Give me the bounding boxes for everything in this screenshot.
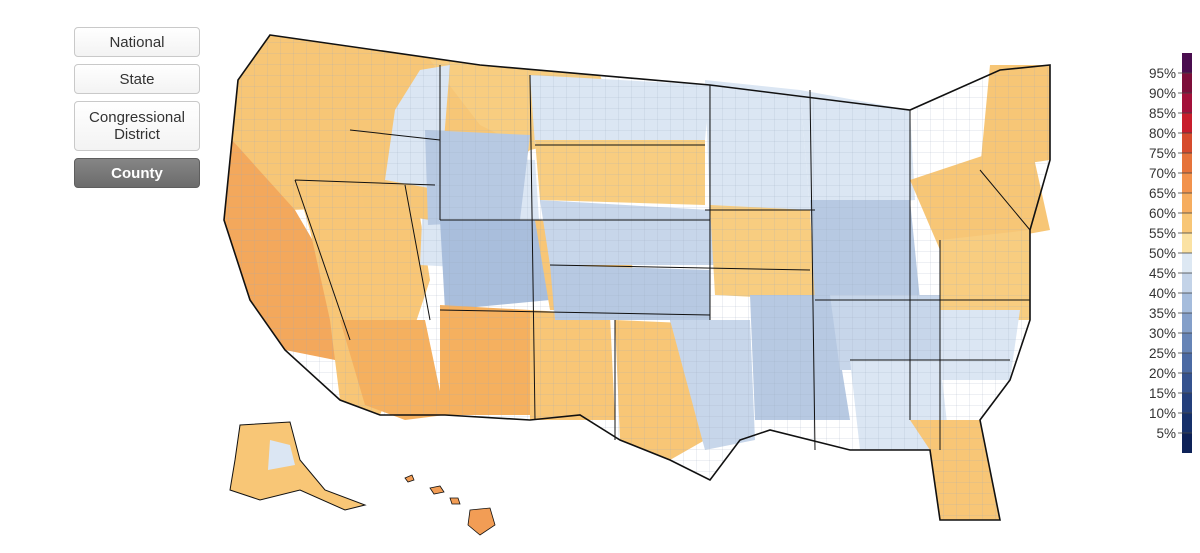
legend-label: 35% bbox=[1149, 306, 1176, 321]
congressional-district-button[interactable]: Congressional District bbox=[74, 101, 200, 151]
legend-label: 85% bbox=[1149, 106, 1176, 121]
legend-label: 90% bbox=[1149, 86, 1176, 101]
legend-label: 40% bbox=[1149, 286, 1176, 301]
legend-swatch bbox=[1182, 413, 1192, 433]
legend-swatch bbox=[1182, 193, 1192, 213]
legend-swatch bbox=[1182, 113, 1192, 133]
legend-swatch bbox=[1182, 173, 1192, 193]
legend-swatch bbox=[1182, 253, 1192, 273]
legend-label: 30% bbox=[1149, 326, 1176, 341]
legend-label: 55% bbox=[1149, 226, 1176, 241]
legend-swatch bbox=[1182, 373, 1192, 393]
county-button[interactable]: County bbox=[74, 158, 200, 188]
legend-swatch bbox=[1182, 393, 1192, 413]
legend-label: 15% bbox=[1149, 386, 1176, 401]
legend-swatch bbox=[1182, 93, 1192, 113]
us-county-choropleth-map[interactable] bbox=[150, 20, 1070, 550]
alaska bbox=[229, 421, 367, 511]
legend-swatch bbox=[1182, 153, 1192, 173]
legend-swatch bbox=[1182, 433, 1192, 453]
legend-swatch bbox=[1182, 53, 1192, 73]
legend-label: 65% bbox=[1149, 186, 1176, 201]
legend-label: 10% bbox=[1149, 406, 1176, 421]
legend-swatch bbox=[1182, 213, 1192, 233]
legend-swatch bbox=[1182, 73, 1192, 93]
legend-label: 45% bbox=[1149, 266, 1176, 281]
legend-swatch bbox=[1182, 133, 1192, 153]
legend-label: 60% bbox=[1149, 206, 1176, 221]
geography-level-selector: National State Congressional District Co… bbox=[74, 27, 200, 195]
legend-label: 75% bbox=[1149, 146, 1176, 161]
legend-label: 20% bbox=[1149, 366, 1176, 381]
legend-label: 25% bbox=[1149, 346, 1176, 361]
percentage-color-legend: 95% 90% 85% 80% 75% 70% 65% 60% 55% 50% 45% 40% 35% 3… bbox=[1126, 53, 1192, 453]
hawaii bbox=[404, 474, 496, 536]
legend-label: 80% bbox=[1149, 126, 1176, 141]
legend-swatch bbox=[1182, 333, 1192, 353]
state-button[interactable]: State bbox=[74, 64, 200, 94]
legend-swatch bbox=[1182, 273, 1192, 293]
legend-swatch bbox=[1182, 353, 1192, 373]
national-button[interactable]: National bbox=[74, 27, 200, 57]
legend-label: 95% bbox=[1149, 66, 1176, 81]
legend-label: 5% bbox=[1156, 426, 1176, 441]
legend-swatch bbox=[1182, 293, 1192, 313]
legend-swatch bbox=[1182, 313, 1192, 333]
legend-label: 50% bbox=[1149, 246, 1176, 261]
contiguous-us bbox=[223, 34, 1051, 521]
legend-label: 70% bbox=[1149, 166, 1176, 181]
legend-swatch bbox=[1182, 233, 1192, 253]
